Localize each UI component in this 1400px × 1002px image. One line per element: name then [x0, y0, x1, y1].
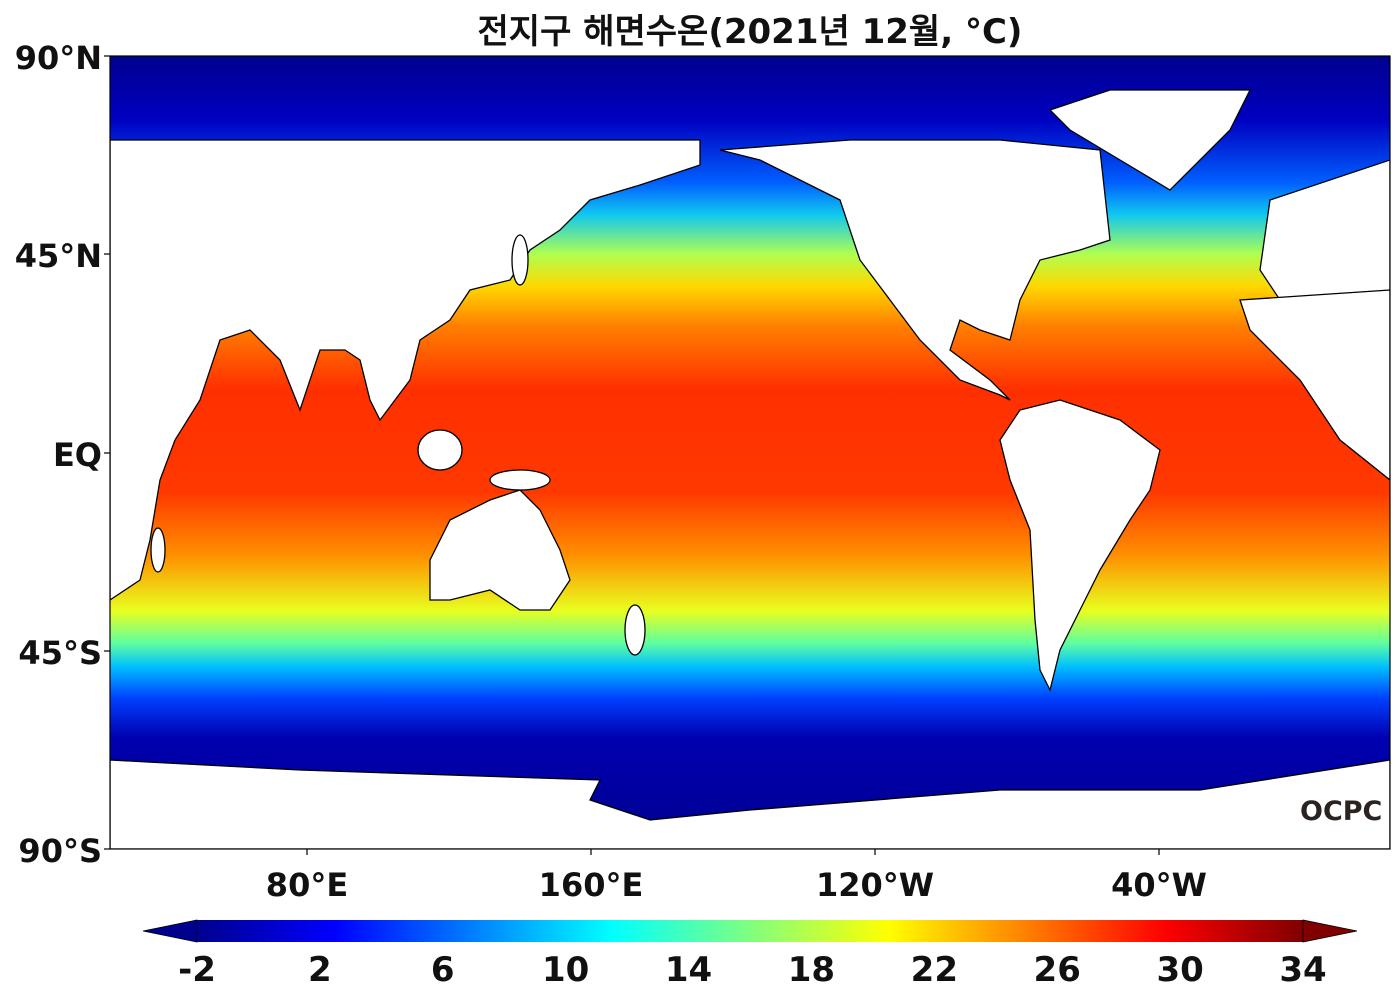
new-zealand [624, 604, 646, 656]
antarctica [110, 759, 1390, 849]
colorbar-tick-label: 22 [910, 950, 958, 990]
lat-label-eq: EQ [52, 436, 102, 474]
lon-label-120w: 120°W [815, 866, 935, 904]
australia [429, 489, 571, 611]
colorbar-extend-high [1302, 919, 1358, 943]
lat-label-45s: 45°S [18, 634, 102, 672]
land-masses [110, 89, 1390, 849]
lon-label-40w: 40°W [1111, 866, 1207, 904]
colorbar-tick-label: 6 [430, 950, 455, 990]
lon-label-160e: 160°E [538, 866, 644, 904]
colorbar-tick-label: 34 [1279, 950, 1327, 990]
madagascar [150, 527, 166, 573]
japan [511, 234, 529, 286]
borneo [417, 429, 463, 471]
colorbar-tick-label: 30 [1156, 950, 1204, 990]
ocpc-logo: OCPC [1300, 796, 1383, 827]
colorbar-extend-low [142, 919, 198, 943]
lat-label-45n: 45°N [14, 237, 102, 275]
lon-label-80e: 80°E [265, 866, 349, 904]
greenland [1048, 89, 1252, 191]
lat-label-90n: 90°N [14, 39, 102, 77]
colorbar-tick-label: 10 [541, 950, 590, 990]
colorbar-tick-label: 14 [664, 950, 713, 990]
colorbar-body [197, 920, 1303, 942]
south-america [999, 399, 1161, 692]
lat-label-90s: 90°S [18, 832, 102, 870]
north-america [719, 139, 1111, 401]
colorbar-tick-label: 2 [308, 950, 332, 990]
colorbar-tick-label: 26 [1033, 950, 1081, 990]
axis-ticks [104, 55, 1160, 855]
colorbar-tick-label: -2 [178, 950, 216, 990]
west-africa [1239, 289, 1390, 481]
new-guinea [489, 469, 551, 491]
colorbar-tick-label: 18 [787, 950, 836, 990]
eurasia-africa [110, 139, 701, 601]
colorbar [142, 919, 1358, 943]
chart-title: 전지구 해면수온(2021년 12월, °C) [477, 12, 1023, 52]
